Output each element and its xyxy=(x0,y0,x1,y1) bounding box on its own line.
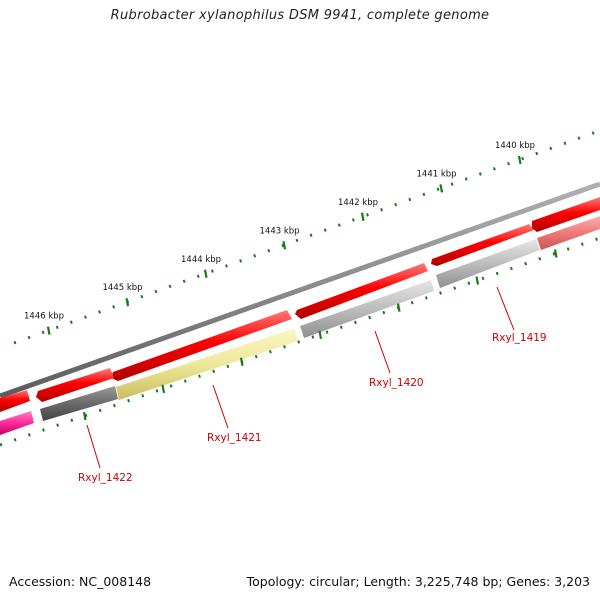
inner-ruler-tick-1444 xyxy=(239,357,244,367)
ruler-label-1440: 1440 kbp xyxy=(495,141,535,151)
genome-summary: Topology: circular; Length: 3,225,748 bp… xyxy=(246,574,590,589)
ruler-tick-1444 xyxy=(203,269,208,278)
gene-1419 xyxy=(436,239,540,288)
ruler-tick-1442 xyxy=(360,212,365,222)
gene-1422 xyxy=(40,386,118,421)
leader-1421 xyxy=(212,384,229,429)
inner-ruler-tick-1442 xyxy=(396,303,401,312)
ruler-label-1442: 1442 kbp xyxy=(338,198,378,208)
ruler-labels: 1440 kbp 1441 kbp 1442 kbp 1443 kbp 1444 kbp… xyxy=(24,141,535,322)
ruler-label-1443: 1443 kbp xyxy=(260,226,300,236)
forward-cds-track xyxy=(0,197,600,412)
ruler-label-1444: 1444 kbp xyxy=(181,255,221,265)
gene-label-1419: Rxyl_1419 xyxy=(492,332,547,344)
ruler-tick-1440 xyxy=(517,155,522,165)
gene-light-red xyxy=(537,216,600,250)
page-title: Rubrobacter xylanophilus DSM 9941, compl… xyxy=(110,8,490,23)
leader-1420 xyxy=(374,330,391,374)
cds-arrow-1421 xyxy=(111,310,292,381)
inner-ruler-tick-1446 xyxy=(82,411,87,421)
inner-ruler-tick-1445 xyxy=(161,384,166,394)
inner-ruler-tick-1441 xyxy=(475,276,480,285)
genome-backbone xyxy=(0,181,600,399)
cds-arrow-rightmost xyxy=(532,197,600,232)
cds-arrow-left-edge xyxy=(0,390,30,412)
gene-labels: Rxyl_1419 Rxyl_1420 Rxyl_1421 Rxyl_1422 xyxy=(78,286,547,484)
leader-1422 xyxy=(86,424,101,469)
gene-1421 xyxy=(116,328,298,400)
ruler-label-1441: 1441 kbp xyxy=(417,169,457,179)
ruler-tick-1445 xyxy=(125,298,130,307)
gene-label-1420: Rxyl_1420 xyxy=(369,377,424,389)
inner-ruler-dots xyxy=(0,236,600,447)
inner-ruler-tick-1443 xyxy=(318,330,323,339)
ruler-tick-1441 xyxy=(439,184,444,193)
inner-ruler-major-ticks xyxy=(82,249,558,421)
inner-ruler-tick-1440 xyxy=(553,249,558,258)
cds-arrow-1419 xyxy=(431,224,534,266)
gene-pink xyxy=(0,411,34,435)
gene-1420 xyxy=(300,280,434,338)
ruler-label-1445: 1445 kbp xyxy=(103,283,143,293)
gene-track xyxy=(0,216,600,435)
cds-arrow-1420 xyxy=(295,263,428,319)
ruler-tick-1443 xyxy=(282,241,287,250)
ruler-tick-1446 xyxy=(46,326,51,335)
gene-label-1422: Rxyl_1422 xyxy=(78,472,133,484)
leader-1419 xyxy=(496,286,515,331)
ruler-major-ticks xyxy=(46,155,522,335)
ruler-label-1446: 1446 kbp xyxy=(24,312,64,322)
gene-label-1421: Rxyl_1421 xyxy=(207,432,262,444)
cds-arrow-1422 xyxy=(36,368,114,402)
accession-label: Accession: NC_008148 xyxy=(9,574,152,589)
